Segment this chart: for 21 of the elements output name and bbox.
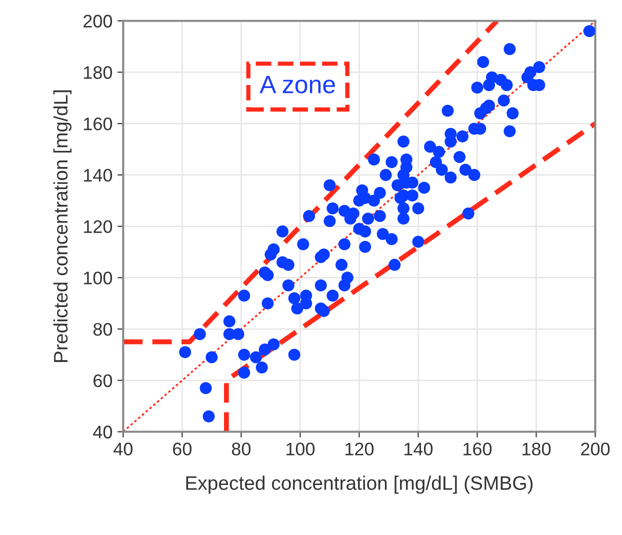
y-tick-label: 60 [94, 374, 112, 388]
y-tick-label: 200 [84, 14, 112, 28]
y-tick-label: 140 [84, 168, 112, 182]
x-tick-label: 180 [522, 442, 551, 456]
x-tick-label: 40 [114, 442, 132, 456]
x-tick-label: 60 [173, 442, 192, 456]
annotation: A zone [260, 76, 335, 94]
y-tick-label: 180 [84, 66, 112, 79]
x-tick-label: 80 [232, 442, 251, 456]
x-tick-label: 140 [404, 442, 433, 456]
y-tick-label: 80 [93, 322, 112, 336]
x-tick-label: 160 [464, 442, 492, 456]
x-tick-label: 120 [346, 442, 374, 456]
y-tick-label: 40 [93, 426, 112, 438]
y-tick-label: 100 [84, 272, 112, 284]
y-tick-label: 160 [84, 118, 112, 130]
x-tick-label: 200 [581, 442, 610, 456]
x-tick-label: 100 [286, 442, 315, 456]
y-axis-title: Predicted concentration [mg/dL] [53, 90, 72, 362]
x-axis-title: Expected concentration [mg/dL] (SMBG) [186, 476, 533, 494]
y-tick-label: 120 [84, 220, 112, 234]
